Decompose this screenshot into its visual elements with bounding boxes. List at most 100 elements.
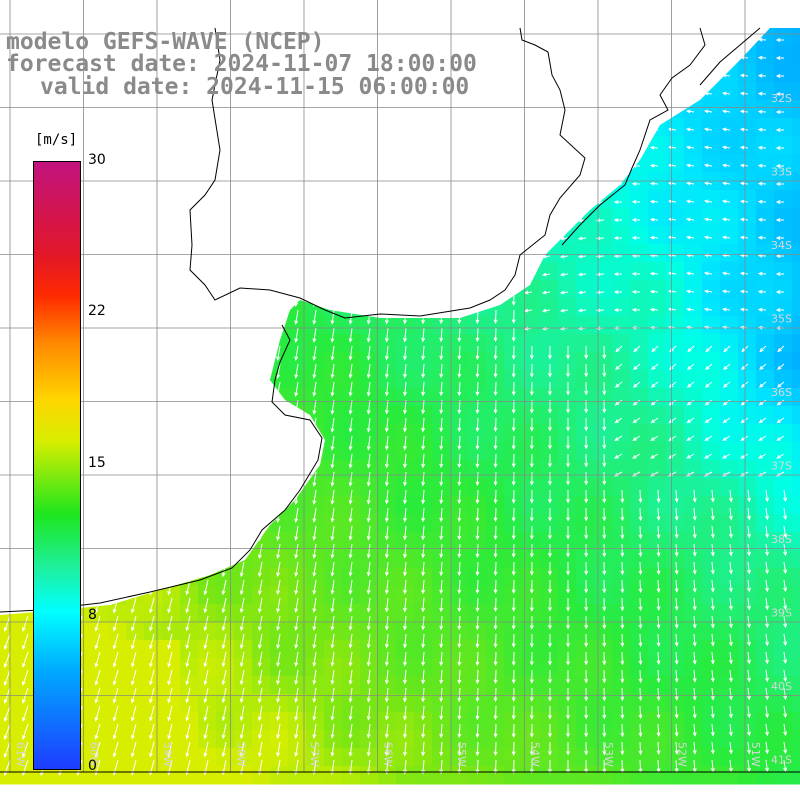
speed-cell [792, 316, 800, 335]
wind-arrow [312, 255, 317, 271]
speed-cell [342, 190, 361, 209]
speed-cell [216, 406, 235, 425]
speed-cell [216, 190, 235, 209]
wind-arrow [559, 236, 569, 241]
speed-cell [270, 424, 289, 443]
wind-arrow [765, 687, 770, 701]
wind-arrow [668, 381, 677, 388]
speed-cell [450, 280, 469, 299]
speed-cell [486, 532, 505, 551]
speed-cell [378, 190, 397, 209]
speed-cell [648, 298, 667, 317]
wind-arrow [511, 633, 516, 648]
speed-cell [792, 136, 800, 155]
wind-arrow [330, 687, 335, 703]
speed-cell [774, 262, 793, 281]
wind-arrow [312, 201, 317, 217]
speed-cell [18, 136, 37, 155]
speed-cell [630, 532, 649, 551]
speed-cell [486, 748, 505, 767]
wind-arrow [167, 669, 173, 686]
speed-cell [234, 460, 253, 479]
speed-cell [558, 514, 577, 533]
speed-cell [774, 280, 793, 299]
wind-arrow [721, 289, 731, 294]
speed-cell [378, 154, 397, 173]
speed-cell [738, 208, 757, 227]
speed-cell [774, 154, 793, 173]
wind-arrow [667, 109, 677, 114]
speed-cell [684, 280, 703, 299]
wind-arrow [384, 291, 389, 307]
speed-cell [108, 460, 127, 479]
wind-arrow [257, 201, 263, 218]
wind-arrow [439, 651, 444, 667]
wind-arrow [475, 201, 480, 217]
wind-arrow [559, 38, 569, 43]
wind-arrow [631, 289, 641, 294]
speed-cell [558, 676, 577, 695]
wind-arrow [221, 651, 227, 668]
wind-arrow [312, 309, 317, 325]
wind-arrow [130, 255, 137, 272]
speed-cell [594, 460, 613, 479]
wind-arrow [203, 561, 209, 578]
speed-cell [234, 208, 253, 227]
wind-arrow [747, 687, 751, 701]
wind-arrow [602, 345, 607, 360]
wind-arrow [276, 453, 281, 470]
speed-cell [450, 316, 469, 335]
speed-cell [432, 676, 451, 695]
speed-cell [702, 82, 721, 101]
speed-cell [90, 352, 109, 371]
wind-arrow [239, 489, 245, 506]
speed-cell [342, 262, 361, 281]
wind-arrow [547, 345, 552, 360]
wind-arrow [21, 399, 29, 416]
wind-arrow [257, 255, 263, 272]
wind-arrow [783, 597, 788, 611]
wind-arrow [765, 489, 770, 503]
speed-cell [216, 388, 235, 407]
wind-arrow [239, 705, 245, 722]
wind-arrow [21, 723, 29, 740]
wind-arrow [656, 705, 661, 719]
wind-arrow [721, 163, 731, 168]
speed-cell [774, 226, 793, 245]
speed-cell [432, 262, 451, 281]
wind-arrow [421, 237, 426, 253]
speed-cell [594, 586, 613, 605]
colorbar-tick: 30 [88, 152, 106, 168]
wind-arrow [758, 417, 767, 424]
wind-arrow [523, 308, 533, 313]
wind-arrow [747, 489, 751, 503]
wind-arrow [149, 705, 155, 722]
speed-cell [0, 460, 19, 479]
speed-cell [234, 334, 253, 353]
wind-arrow [439, 237, 444, 253]
speed-cell [450, 604, 469, 623]
speed-cell [90, 514, 109, 533]
wind-arrow [722, 381, 731, 388]
speed-cell [270, 280, 289, 299]
wind-arrow [757, 55, 767, 60]
wind-arrow [3, 363, 11, 380]
speed-cell [180, 190, 199, 209]
speed-cell [720, 748, 739, 767]
wind-arrow [185, 183, 191, 200]
wind-arrow [21, 183, 29, 200]
speed-cell [648, 226, 667, 245]
wind-arrow [167, 615, 173, 632]
speed-cell [720, 586, 739, 605]
speed-cell [432, 586, 451, 605]
speed-cell [504, 712, 523, 731]
wind-arrow [457, 327, 462, 343]
speed-cell [108, 658, 127, 677]
wind-arrow [765, 561, 770, 575]
wind-arrow [130, 615, 137, 632]
wind-arrow [384, 183, 389, 199]
wind-arrow [704, 453, 713, 459]
wind-arrow [185, 111, 191, 128]
speed-cell [630, 352, 649, 371]
